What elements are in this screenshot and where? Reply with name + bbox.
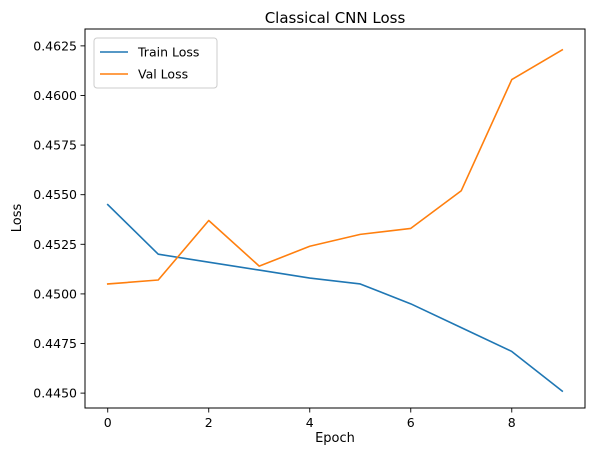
series-line-train-loss [106,203,564,393]
legend-label-val-loss: Val Loss [138,67,188,82]
series-line-val-loss [106,48,564,285]
y-tick-label: 0.4625 [33,38,77,53]
x-tick-label: 8 [508,415,516,430]
x-tick-label: 2 [205,415,213,430]
y-tick-label: 0.4575 [33,138,77,153]
y-tick-label: 0.4600 [33,88,77,103]
chart-title: Classical CNN Loss [265,9,406,27]
plot-frame [84,28,586,409]
x-tick-label: 6 [407,415,415,430]
legend-box [93,37,218,89]
x-tick-label: 4 [306,415,314,430]
x-tick-label: 0 [104,415,112,430]
y-tick-label: 0.4500 [33,286,77,301]
y-tick-label: 0.4525 [33,237,77,252]
x-axis-title: Epoch [315,431,355,446]
legend-label-train-loss: Train Loss [137,45,199,60]
y-tick-label: 0.4550 [33,187,77,202]
y-tick-label: 0.4450 [33,386,77,401]
y-tick-label: 0.4475 [33,336,77,351]
y-axis-title: Loss [10,204,25,233]
